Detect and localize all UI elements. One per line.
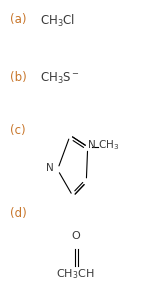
Text: CH$_3$Cl: CH$_3$Cl [40,13,75,30]
Text: N: N [88,141,96,150]
Text: (b): (b) [10,71,27,84]
Text: CH$_3$CH: CH$_3$CH [56,267,95,281]
Text: (d): (d) [10,207,27,220]
Text: (c): (c) [10,123,26,137]
Text: O: O [71,231,80,241]
Text: CH$_3$: CH$_3$ [98,139,119,152]
Text: CH$_3$S$^-$: CH$_3$S$^-$ [40,71,80,86]
Text: N: N [46,163,54,173]
Text: (a): (a) [10,13,27,27]
